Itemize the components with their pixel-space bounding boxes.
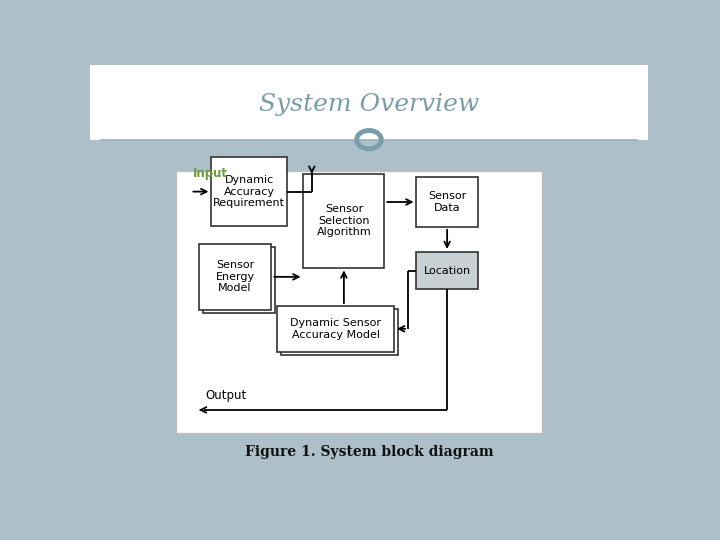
Bar: [90, 65, 648, 140]
Text: Figure 1. System block diagram: Figure 1. System block diagram: [245, 446, 493, 460]
Bar: [212, 157, 287, 226]
Text: System Overview: System Overview: [259, 93, 479, 116]
Text: Sensor
Data: Sensor Data: [428, 191, 467, 213]
Text: Input: Input: [193, 167, 228, 180]
Bar: [416, 252, 478, 289]
Text: Dynamic
Accuracy
Requirement: Dynamic Accuracy Requirement: [213, 175, 285, 208]
Bar: [303, 174, 384, 267]
Text: Sensor
Selection
Algorithm: Sensor Selection Algorithm: [317, 204, 372, 237]
Bar: [281, 309, 398, 355]
Text: Output: Output: [205, 389, 247, 402]
Bar: [203, 246, 275, 313]
Text: Location: Location: [423, 266, 471, 275]
Bar: [416, 177, 478, 227]
Bar: [176, 171, 542, 433]
Text: Sensor
Energy
Model: Sensor Energy Model: [215, 260, 255, 293]
Bar: [277, 306, 394, 352]
Bar: [199, 244, 271, 310]
Text: Dynamic Sensor
Accuracy Model: Dynamic Sensor Accuracy Model: [290, 318, 381, 340]
